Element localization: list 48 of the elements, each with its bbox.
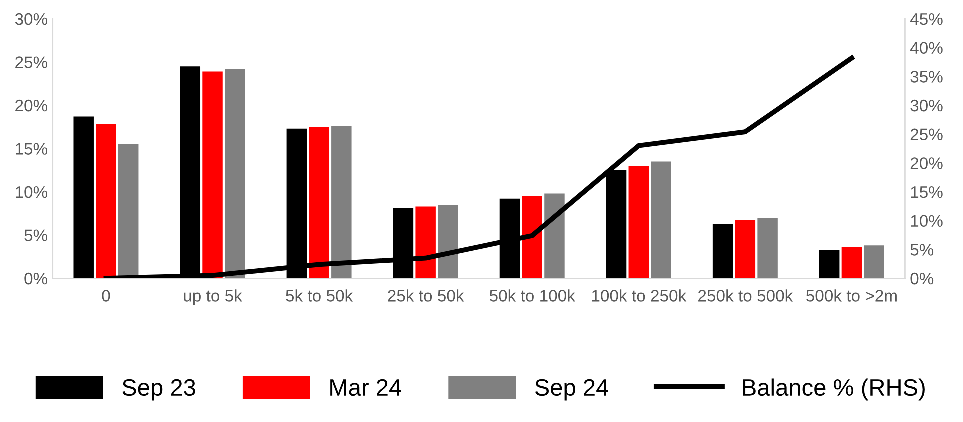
legend-label: Mar 24 [330,379,402,396]
bar [225,69,246,279]
legend-label: Sep 23 [122,379,196,401]
y2-tick-label: 5% [910,244,934,256]
y2-tick-label: 10% [911,215,943,228]
bar [842,247,862,279]
y2-tick-label: 40% [910,42,943,54]
x-tick-label: 25k to 50k [388,290,464,302]
y2-tick-label: 30% [910,100,943,112]
x-tick-label: 100k to 250k [592,290,687,302]
y2-tick-label: 25% [910,128,943,141]
y2-tick-label: 45% [910,13,943,26]
y-tick-label: 20% [16,100,48,112]
bar [864,246,884,279]
bar [758,218,778,279]
bar [74,116,94,279]
y-tick-label: 10% [16,186,48,198]
legend-label: Sep 24 [535,379,608,401]
bar [416,206,436,279]
bar [522,196,542,279]
y2-tick-label: 0% [910,272,934,285]
bar [712,224,734,279]
x-tick-label: 250k to 500k [698,290,794,302]
bar [202,72,223,279]
x-tick-label: 0 [102,290,110,302]
bar [651,162,672,279]
y-tick-label: 5% [24,230,48,242]
y-tick-label: 0% [24,272,48,285]
y2-tick-label: 15% [911,186,943,198]
x-tick-label: up to 5k [184,290,242,306]
bar [96,124,116,279]
bar [544,194,565,279]
bar [332,126,352,279]
bar [438,204,458,279]
legend-label: Balance % (RHS) [743,378,925,401]
bar [628,166,650,279]
y2-tick-label: 20% [910,158,943,170]
y2-tick-label: 35% [910,71,943,83]
x-tick-label: 5k to 50k [286,290,354,302]
x-tick-label: 500k to >2m [806,290,897,302]
line-series [104,56,854,279]
bar [309,127,330,279]
x-tick-label: 50k to 100k [490,290,576,302]
y-tick-label: 25% [16,56,48,68]
y-tick-label: 15% [16,143,48,155]
bar [819,250,840,279]
y-tick-label: 30% [15,13,48,26]
bar [735,220,756,279]
